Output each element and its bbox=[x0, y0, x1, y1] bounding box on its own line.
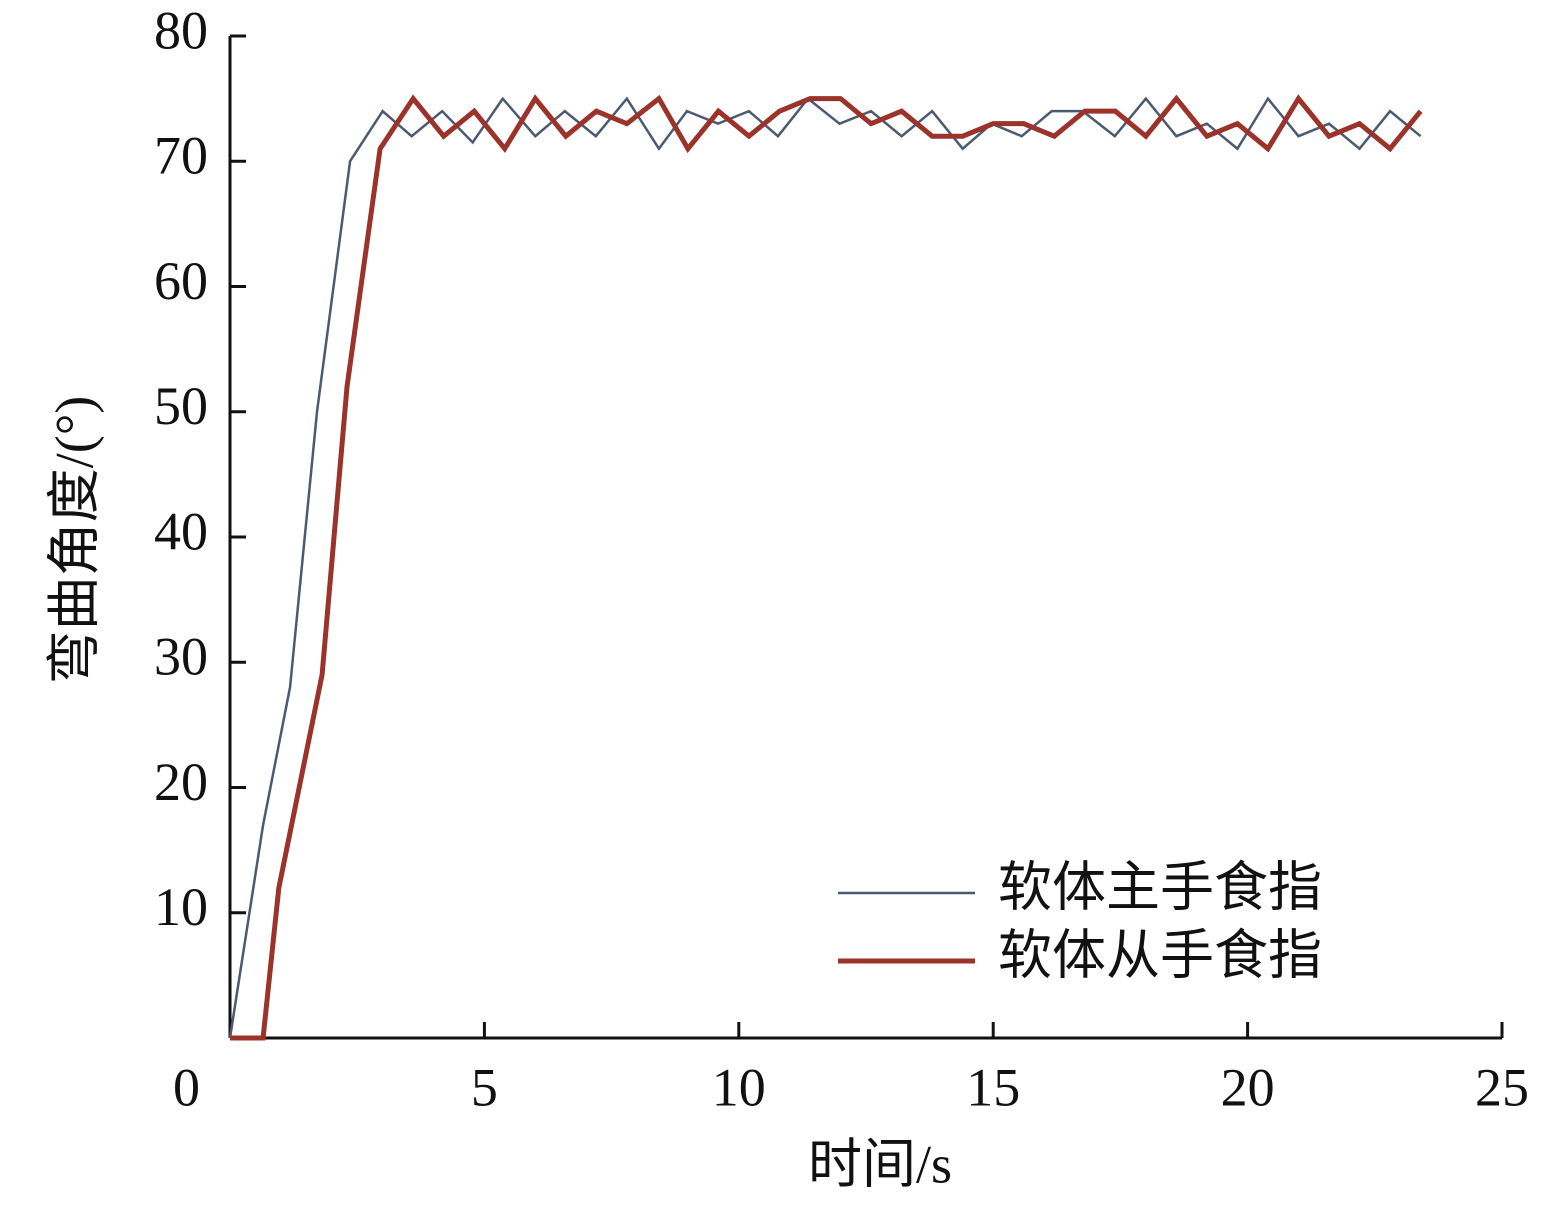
x-tick-label: 20 bbox=[1221, 1057, 1275, 1117]
data-line bbox=[230, 94, 1423, 1041]
x-tick-label: 10 bbox=[712, 1057, 766, 1117]
x-tick-label: 25 bbox=[1475, 1057, 1529, 1117]
legend-label: 软体主手食指 bbox=[998, 857, 1322, 917]
y-tick-label: 60 bbox=[154, 251, 208, 311]
y-tick-label: 70 bbox=[154, 126, 208, 186]
y-axis-label: 弯曲角度/(°) bbox=[44, 396, 104, 685]
x-axis-label: 时间/s bbox=[808, 1134, 952, 1194]
x-tick-label: 0 bbox=[173, 1057, 200, 1117]
legend-label: 软体从手食指 bbox=[998, 925, 1322, 985]
x-tick-label: 15 bbox=[966, 1057, 1020, 1117]
y-tick-label: 40 bbox=[154, 501, 208, 561]
x-tick-label: 5 bbox=[471, 1057, 498, 1117]
y-tick-label: 30 bbox=[154, 627, 208, 687]
y-tick-label: 20 bbox=[154, 752, 208, 812]
y-tick-label: 80 bbox=[154, 0, 208, 60]
y-tick-label: 50 bbox=[154, 376, 208, 436]
y-tick-label: 10 bbox=[154, 877, 208, 937]
data-line bbox=[228, 96, 1422, 1039]
